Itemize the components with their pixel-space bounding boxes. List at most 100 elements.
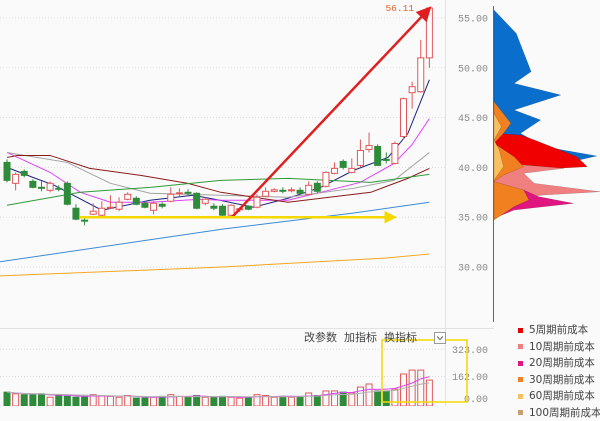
volume-bar bbox=[349, 393, 355, 406]
candle-body bbox=[47, 183, 53, 190]
switch-indicator-button[interactable]: 换指标 bbox=[384, 331, 417, 344]
volume-bar bbox=[133, 398, 139, 406]
volume-tick-label: 323.00 bbox=[452, 346, 488, 357]
modify-params-button[interactable]: 改参数 bbox=[304, 331, 337, 344]
candle bbox=[409, 82, 415, 109]
volume-bar bbox=[125, 396, 131, 406]
candle-body bbox=[340, 161, 346, 167]
volume-bar bbox=[151, 397, 157, 406]
candle bbox=[13, 172, 19, 190]
candle-body bbox=[401, 99, 407, 137]
volume-bar bbox=[107, 396, 113, 406]
volume-bar bbox=[176, 396, 182, 406]
volume-bar bbox=[357, 387, 363, 406]
legend-label: 20周期前成本 bbox=[529, 355, 595, 372]
candle-body bbox=[125, 194, 131, 199]
candle-body bbox=[228, 205, 234, 215]
candle-body bbox=[426, 8, 432, 58]
volume-bar bbox=[237, 398, 243, 406]
candle bbox=[168, 187, 174, 202]
candle-body bbox=[151, 203, 157, 210]
candle bbox=[280, 187, 286, 193]
price-tick-label: 45.00 bbox=[458, 114, 488, 125]
volume-bar bbox=[297, 396, 303, 406]
chevron-down-glyph bbox=[435, 333, 445, 343]
volume-bar bbox=[392, 389, 398, 406]
legend-swatch-icon bbox=[518, 344, 523, 349]
candle bbox=[392, 142, 398, 165]
legend-label: 100周期前成本 bbox=[529, 405, 600, 421]
volume-bar bbox=[228, 397, 234, 406]
volume-bar bbox=[116, 397, 122, 406]
volume-bar bbox=[323, 391, 329, 406]
candle bbox=[176, 188, 182, 196]
volume-bar bbox=[159, 396, 165, 406]
volume-bar bbox=[64, 396, 70, 406]
volume-bars bbox=[4, 370, 432, 406]
candle bbox=[340, 159, 346, 169]
price-tick-label: 50.00 bbox=[458, 64, 488, 75]
candle-body bbox=[99, 208, 105, 215]
volume-tick-label: 162.00 bbox=[452, 373, 488, 384]
candle bbox=[220, 204, 226, 217]
candle-body bbox=[332, 168, 338, 173]
candle-body bbox=[280, 190, 286, 191]
candle bbox=[314, 181, 320, 193]
candle-body bbox=[357, 150, 363, 165]
legend-item: 20周期前成本 bbox=[518, 355, 600, 372]
candle bbox=[99, 201, 105, 217]
candle bbox=[375, 144, 381, 165]
moving-average-line bbox=[0, 254, 429, 276]
candle-body bbox=[271, 190, 277, 191]
red-trend-arrow bbox=[232, 10, 428, 217]
candle bbox=[194, 192, 200, 209]
add-indicator-button[interactable]: 加指标 bbox=[344, 331, 377, 344]
candle-body bbox=[288, 190, 294, 191]
volume-bar bbox=[418, 370, 424, 406]
legend-item: 100周期前成本 bbox=[518, 405, 600, 421]
legend-item: 5周期前成本 bbox=[518, 322, 600, 339]
candle-body bbox=[38, 187, 44, 188]
stock-chart[interactable]: 55.0050.0045.0040.0035.0030.00323.00162.… bbox=[0, 0, 600, 406]
candle-body bbox=[245, 206, 251, 209]
legend-label: 60周期前成本 bbox=[529, 388, 595, 405]
candle bbox=[357, 140, 363, 168]
volume-bar bbox=[314, 396, 320, 406]
candle bbox=[4, 159, 10, 182]
price-tick-label: 40.00 bbox=[458, 164, 488, 175]
candle-body bbox=[4, 162, 10, 180]
price-tick-label: 55.00 bbox=[458, 15, 488, 26]
volume-bar bbox=[21, 395, 27, 406]
volume-bar bbox=[401, 374, 407, 406]
candle bbox=[245, 205, 251, 210]
legend-swatch-icon bbox=[518, 377, 523, 382]
candle-body bbox=[185, 192, 191, 193]
volume-bar bbox=[185, 397, 191, 406]
candle-body bbox=[306, 185, 312, 194]
legend-label: 5周期前成本 bbox=[529, 322, 588, 339]
candle-body bbox=[409, 87, 415, 93]
chevron-down-icon[interactable] bbox=[434, 332, 446, 344]
legend-label: 30周期前成本 bbox=[529, 372, 595, 389]
candle-body bbox=[142, 203, 148, 207]
candle-body bbox=[56, 188, 62, 189]
legend-label: 10周期前成本 bbox=[529, 339, 595, 356]
candle-body bbox=[168, 194, 174, 201]
candle-body bbox=[349, 168, 355, 172]
volume-bar bbox=[4, 392, 10, 406]
volume-bar bbox=[245, 397, 251, 406]
candle bbox=[366, 133, 372, 153]
candle bbox=[38, 181, 44, 191]
volume-bar bbox=[220, 396, 226, 406]
candle bbox=[133, 196, 139, 205]
candle bbox=[64, 181, 70, 205]
candle-body bbox=[366, 145, 372, 149]
candle-body bbox=[263, 191, 269, 196]
candle bbox=[263, 187, 269, 197]
candle-body bbox=[220, 206, 226, 215]
legend-item: 10周期前成本 bbox=[518, 339, 600, 356]
volume-bar bbox=[13, 394, 19, 406]
candle-body bbox=[73, 208, 79, 219]
legend-swatch-icon bbox=[518, 410, 523, 415]
